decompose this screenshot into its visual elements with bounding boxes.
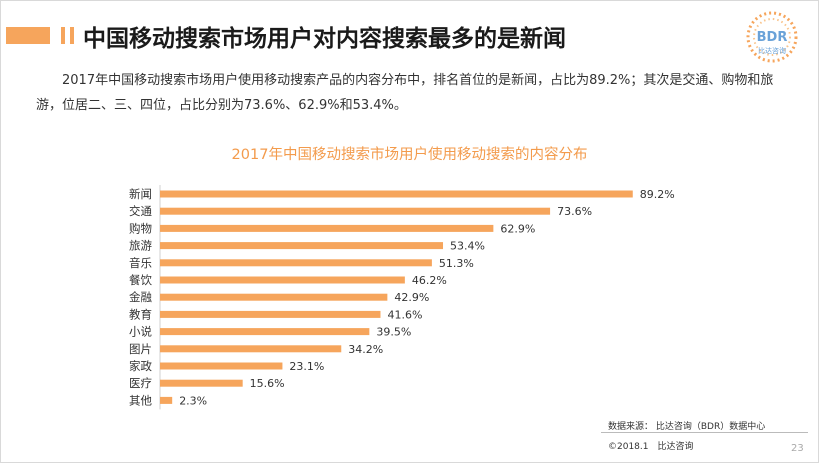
value-label: 89.2% [640,188,675,201]
intro-paragraph: 2017年中国移动搜索市场用户使用移动搜索产品的内容分布中，排名首位的是新闻，占… [36,73,774,113]
value-label: 39.5% [376,326,411,339]
copyright: ©2018.1 比达咨询 [608,442,694,452]
bar [160,293,388,301]
value-label: 73.6% [557,205,592,218]
logo-ring-icon [746,11,798,63]
value-label: 62.9% [500,222,535,235]
category-label: 购物 [129,221,152,235]
category-label: 金融 [129,290,152,304]
bar [160,190,633,198]
category-label: 其他 [129,393,152,407]
bar [160,259,432,267]
category-label: 图片 [129,342,152,356]
chart-title: 2017年中国移动搜索市场用户使用移动搜索的内容分布 [231,147,588,163]
bar [160,224,494,232]
data-source: 数据来源： 比达咨询（BDR）数据中心 [608,422,766,432]
value-label: 15.6% [250,377,285,390]
category-label: 新闻 [129,187,152,201]
value-label: 2.3% [179,394,207,407]
value-label: 23.1% [289,360,324,373]
category-label: 交通 [129,204,152,218]
category-label: 医疗 [129,376,152,390]
value-label: 42.9% [394,291,429,304]
category-label: 旅游 [129,239,152,253]
title-decoration-stripe [61,27,65,44]
title-decoration-bar [6,27,50,44]
bar [160,328,370,336]
category-label: 家政 [129,359,152,373]
page-number: 23 [791,443,804,454]
logo-subtext: 比达咨询 [758,47,786,55]
page-title: 中国移动搜索市场用户对内容搜索最多的是新闻 [83,26,566,52]
category-label: 小说 [129,325,152,339]
bar [160,396,173,404]
value-label: 34.2% [348,343,383,356]
title-decoration-stripe [70,27,74,44]
bar [160,379,243,387]
bar [160,242,444,250]
footer-divider [601,432,808,433]
bdr-logo: BDR 比达咨询 [744,9,800,65]
logo-text: BDR [756,30,788,45]
bar [160,345,342,353]
category-label: 餐饮 [129,273,152,287]
bar [160,362,283,370]
category-label: 音乐 [129,256,152,270]
bar [160,276,405,284]
bar [160,310,381,318]
value-label: 51.3% [439,257,474,270]
value-label: 41.6% [387,308,422,321]
value-label: 53.4% [450,240,485,253]
category-label: 教育 [129,307,152,321]
bar [160,207,551,215]
value-label: 46.2% [412,274,447,287]
